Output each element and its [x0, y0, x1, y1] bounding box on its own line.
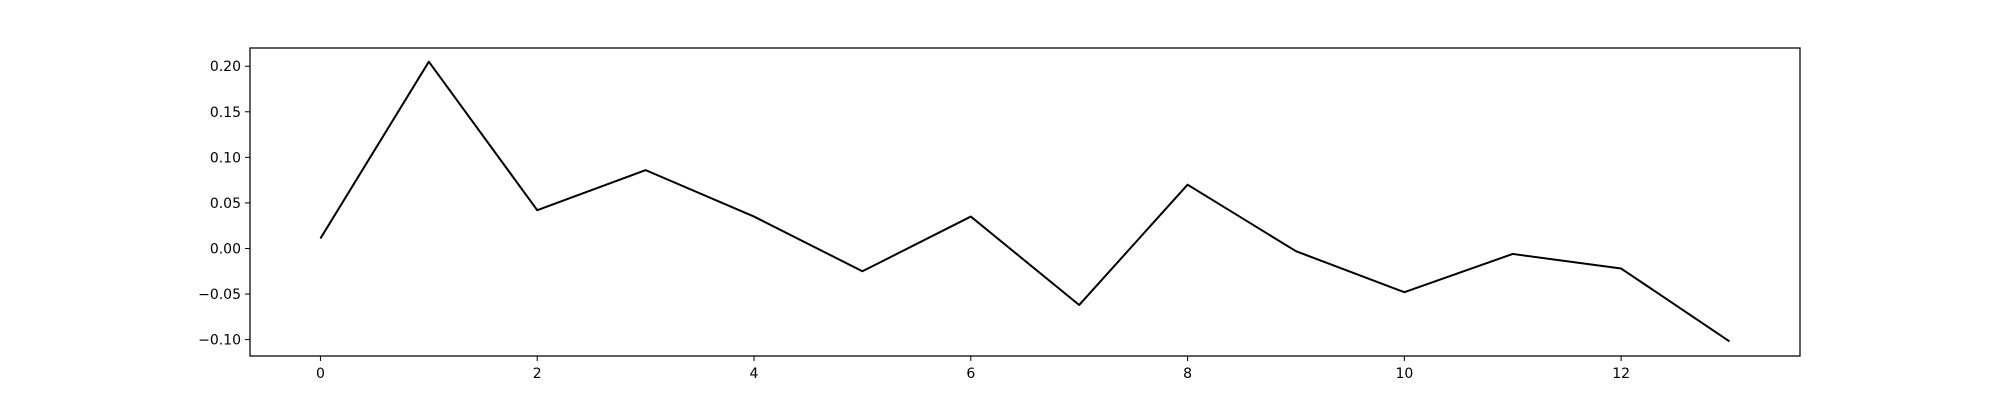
data-point: [319, 237, 322, 240]
series-layer: [319, 60, 1731, 343]
x-tick-label: 10: [1395, 366, 1413, 382]
x-tick-label: 4: [750, 366, 759, 382]
data-point: [969, 215, 972, 218]
data-point: [861, 270, 864, 273]
x-tick-label: 12: [1612, 366, 1630, 382]
data-point: [1186, 183, 1189, 186]
y-tick-label: −0.10: [198, 333, 241, 349]
data-point: [1078, 303, 1081, 306]
series-line: [319, 60, 1731, 343]
data-point: [1620, 267, 1623, 270]
data-point: [1728, 340, 1731, 343]
data-point: [753, 215, 756, 218]
data-point: [536, 209, 539, 212]
y-tick-label: 0.10: [210, 150, 241, 166]
x-tick-label: 6: [966, 366, 975, 382]
data-point: [1403, 291, 1406, 294]
y-tick-label: 0.20: [210, 59, 241, 75]
x-tick-label: 0: [316, 366, 325, 382]
y-tick-label: 0.00: [210, 241, 241, 257]
data-point: [1294, 250, 1297, 253]
y-tick-label: 0.05: [210, 196, 241, 212]
data-point: [1511, 252, 1514, 255]
x-axis: 0 2 4 6 8 10 12: [316, 356, 1630, 382]
data-point: [644, 169, 647, 172]
y-axis: −0.10 −0.05 0.00 0.05 0.10 0.15 0.20: [198, 59, 250, 349]
y-tick-label: −0.05: [198, 287, 241, 303]
data-point: [427, 60, 430, 63]
x-tick-label: 8: [1183, 366, 1192, 382]
x-tick-label: 2: [533, 366, 542, 382]
y-tick-label: 0.15: [210, 105, 241, 121]
plot-area-frame: [249, 47, 1801, 357]
